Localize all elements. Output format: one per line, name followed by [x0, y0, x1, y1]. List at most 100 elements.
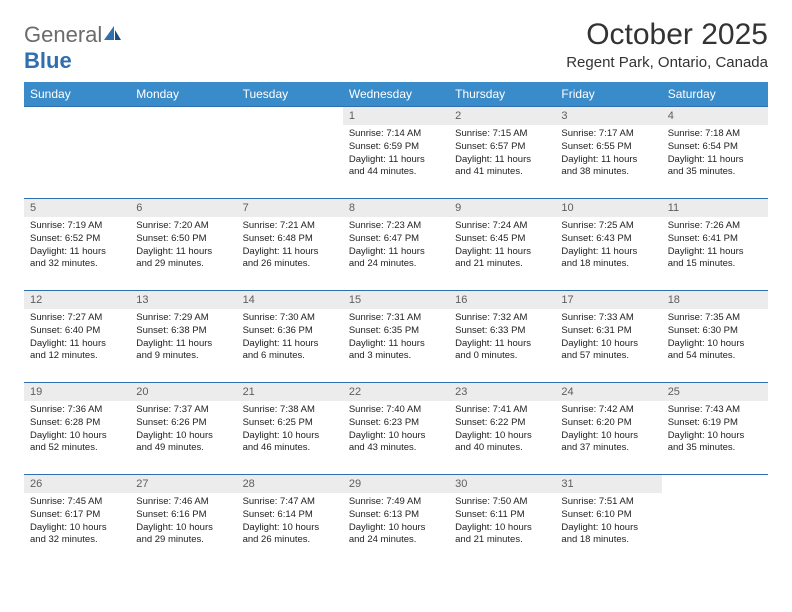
day-header: Saturday: [662, 82, 768, 107]
calendar-day-cell: 4Sunrise: 7:18 AMSunset: 6:54 PMDaylight…: [662, 107, 768, 199]
calendar-week-row: 19Sunrise: 7:36 AMSunset: 6:28 PMDayligh…: [24, 383, 768, 475]
calendar-day-cell: 31Sunrise: 7:51 AMSunset: 6:10 PMDayligh…: [555, 475, 661, 567]
day-number: 20: [130, 383, 236, 401]
calendar-day-cell: [130, 107, 236, 199]
day-number: 13: [130, 291, 236, 309]
day-number: 30: [449, 475, 555, 493]
sail-icon: [102, 22, 122, 48]
calendar-day-cell: 25Sunrise: 7:43 AMSunset: 6:19 PMDayligh…: [662, 383, 768, 475]
day-details: Sunrise: 7:25 AMSunset: 6:43 PMDaylight:…: [555, 217, 661, 274]
day-number: 16: [449, 291, 555, 309]
day-number: 12: [24, 291, 130, 309]
day-details: Sunrise: 7:43 AMSunset: 6:19 PMDaylight:…: [662, 401, 768, 458]
day-number: 14: [237, 291, 343, 309]
day-header: Tuesday: [237, 82, 343, 107]
day-details: Sunrise: 7:32 AMSunset: 6:33 PMDaylight:…: [449, 309, 555, 366]
day-details: Sunrise: 7:33 AMSunset: 6:31 PMDaylight:…: [555, 309, 661, 366]
day-number: 2: [449, 107, 555, 125]
day-details: Sunrise: 7:42 AMSunset: 6:20 PMDaylight:…: [555, 401, 661, 458]
calendar-day-cell: 16Sunrise: 7:32 AMSunset: 6:33 PMDayligh…: [449, 291, 555, 383]
day-number: 9: [449, 199, 555, 217]
day-details: Sunrise: 7:36 AMSunset: 6:28 PMDaylight:…: [24, 401, 130, 458]
calendar-week-row: 5Sunrise: 7:19 AMSunset: 6:52 PMDaylight…: [24, 199, 768, 291]
day-number: 6: [130, 199, 236, 217]
day-number: 10: [555, 199, 661, 217]
day-number: 29: [343, 475, 449, 493]
calendar-day-cell: 19Sunrise: 7:36 AMSunset: 6:28 PMDayligh…: [24, 383, 130, 475]
day-number: 24: [555, 383, 661, 401]
calendar-day-cell: 15Sunrise: 7:31 AMSunset: 6:35 PMDayligh…: [343, 291, 449, 383]
calendar-day-cell: 13Sunrise: 7:29 AMSunset: 6:38 PMDayligh…: [130, 291, 236, 383]
day-details: Sunrise: 7:41 AMSunset: 6:22 PMDaylight:…: [449, 401, 555, 458]
calendar-day-cell: [662, 475, 768, 567]
day-number: 3: [555, 107, 661, 125]
day-details: Sunrise: 7:24 AMSunset: 6:45 PMDaylight:…: [449, 217, 555, 274]
day-details: Sunrise: 7:21 AMSunset: 6:48 PMDaylight:…: [237, 217, 343, 274]
day-header-row: Sunday Monday Tuesday Wednesday Thursday…: [24, 82, 768, 107]
calendar-day-cell: 11Sunrise: 7:26 AMSunset: 6:41 PMDayligh…: [662, 199, 768, 291]
day-header: Wednesday: [343, 82, 449, 107]
calendar-week-row: 1Sunrise: 7:14 AMSunset: 6:59 PMDaylight…: [24, 107, 768, 199]
day-number: 19: [24, 383, 130, 401]
day-details: Sunrise: 7:50 AMSunset: 6:11 PMDaylight:…: [449, 493, 555, 550]
day-number: 25: [662, 383, 768, 401]
day-details: Sunrise: 7:35 AMSunset: 6:30 PMDaylight:…: [662, 309, 768, 366]
day-details: Sunrise: 7:19 AMSunset: 6:52 PMDaylight:…: [24, 217, 130, 274]
page-title: October 2025: [566, 18, 768, 52]
day-number: 21: [237, 383, 343, 401]
calendar-day-cell: 14Sunrise: 7:30 AMSunset: 6:36 PMDayligh…: [237, 291, 343, 383]
day-number: 26: [24, 475, 130, 493]
day-number: 5: [24, 199, 130, 217]
day-details: Sunrise: 7:29 AMSunset: 6:38 PMDaylight:…: [130, 309, 236, 366]
calendar-day-cell: 30Sunrise: 7:50 AMSunset: 6:11 PMDayligh…: [449, 475, 555, 567]
day-number: 27: [130, 475, 236, 493]
day-details: Sunrise: 7:47 AMSunset: 6:14 PMDaylight:…: [237, 493, 343, 550]
day-details: Sunrise: 7:46 AMSunset: 6:16 PMDaylight:…: [130, 493, 236, 550]
calendar-page: GeneralBlue October 2025 Regent Park, On…: [0, 0, 792, 585]
day-details: Sunrise: 7:49 AMSunset: 6:13 PMDaylight:…: [343, 493, 449, 550]
calendar-day-cell: 26Sunrise: 7:45 AMSunset: 6:17 PMDayligh…: [24, 475, 130, 567]
day-details: Sunrise: 7:15 AMSunset: 6:57 PMDaylight:…: [449, 125, 555, 182]
calendar-day-cell: 23Sunrise: 7:41 AMSunset: 6:22 PMDayligh…: [449, 383, 555, 475]
brand-name-a: General: [24, 22, 102, 47]
day-header: Sunday: [24, 82, 130, 107]
calendar-day-cell: 2Sunrise: 7:15 AMSunset: 6:57 PMDaylight…: [449, 107, 555, 199]
calendar-day-cell: 7Sunrise: 7:21 AMSunset: 6:48 PMDaylight…: [237, 199, 343, 291]
calendar-day-cell: 3Sunrise: 7:17 AMSunset: 6:55 PMDaylight…: [555, 107, 661, 199]
day-details: Sunrise: 7:27 AMSunset: 6:40 PMDaylight:…: [24, 309, 130, 366]
calendar-table: Sunday Monday Tuesday Wednesday Thursday…: [24, 82, 768, 567]
calendar-day-cell: 24Sunrise: 7:42 AMSunset: 6:20 PMDayligh…: [555, 383, 661, 475]
day-details: Sunrise: 7:51 AMSunset: 6:10 PMDaylight:…: [555, 493, 661, 550]
day-header: Friday: [555, 82, 661, 107]
calendar-day-cell: [237, 107, 343, 199]
calendar-day-cell: 9Sunrise: 7:24 AMSunset: 6:45 PMDaylight…: [449, 199, 555, 291]
brand-name: GeneralBlue: [24, 22, 122, 74]
day-details: Sunrise: 7:14 AMSunset: 6:59 PMDaylight:…: [343, 125, 449, 182]
calendar-day-cell: 1Sunrise: 7:14 AMSunset: 6:59 PMDaylight…: [343, 107, 449, 199]
calendar-day-cell: 21Sunrise: 7:38 AMSunset: 6:25 PMDayligh…: [237, 383, 343, 475]
day-number: 8: [343, 199, 449, 217]
calendar-day-cell: 20Sunrise: 7:37 AMSunset: 6:26 PMDayligh…: [130, 383, 236, 475]
calendar-day-cell: 6Sunrise: 7:20 AMSunset: 6:50 PMDaylight…: [130, 199, 236, 291]
day-details: Sunrise: 7:26 AMSunset: 6:41 PMDaylight:…: [662, 217, 768, 274]
day-details: Sunrise: 7:31 AMSunset: 6:35 PMDaylight:…: [343, 309, 449, 366]
day-header: Thursday: [449, 82, 555, 107]
day-details: Sunrise: 7:37 AMSunset: 6:26 PMDaylight:…: [130, 401, 236, 458]
title-block: October 2025 Regent Park, Ontario, Canad…: [566, 18, 768, 71]
calendar-week-row: 26Sunrise: 7:45 AMSunset: 6:17 PMDayligh…: [24, 475, 768, 567]
calendar-day-cell: [24, 107, 130, 199]
day-number: 22: [343, 383, 449, 401]
day-number: 7: [237, 199, 343, 217]
day-details: Sunrise: 7:20 AMSunset: 6:50 PMDaylight:…: [130, 217, 236, 274]
calendar-day-cell: 28Sunrise: 7:47 AMSunset: 6:14 PMDayligh…: [237, 475, 343, 567]
calendar-day-cell: 22Sunrise: 7:40 AMSunset: 6:23 PMDayligh…: [343, 383, 449, 475]
day-number: 28: [237, 475, 343, 493]
day-header: Monday: [130, 82, 236, 107]
calendar-day-cell: 27Sunrise: 7:46 AMSunset: 6:16 PMDayligh…: [130, 475, 236, 567]
day-number: 17: [555, 291, 661, 309]
day-number: 1: [343, 107, 449, 125]
day-details: Sunrise: 7:17 AMSunset: 6:55 PMDaylight:…: [555, 125, 661, 182]
day-details: Sunrise: 7:45 AMSunset: 6:17 PMDaylight:…: [24, 493, 130, 550]
day-details: Sunrise: 7:38 AMSunset: 6:25 PMDaylight:…: [237, 401, 343, 458]
day-number: 23: [449, 383, 555, 401]
